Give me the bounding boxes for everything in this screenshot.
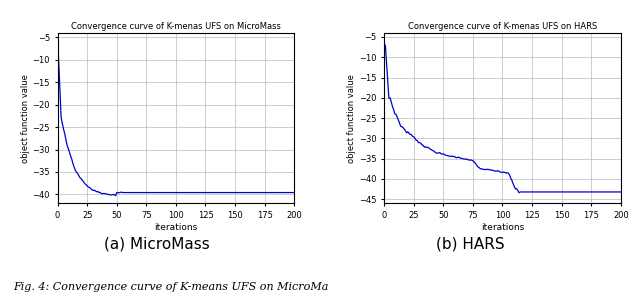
Text: (a) MicroMass: (a) MicroMass	[104, 236, 210, 251]
Text: Fig. 4: Convergence curve of K-means UFS on MicroMa: Fig. 4: Convergence curve of K-means UFS…	[13, 282, 328, 292]
Title: Convergence curve of K-menas UFS on MicroMass: Convergence curve of K-menas UFS on Micr…	[71, 22, 281, 31]
Y-axis label: object function value: object function value	[20, 74, 29, 163]
X-axis label: iterations: iterations	[481, 223, 524, 232]
Title: Convergence curve of K-menas UFS on HARS: Convergence curve of K-menas UFS on HARS	[408, 22, 597, 31]
Y-axis label: object function value: object function value	[347, 74, 356, 163]
Text: (b) HARS: (b) HARS	[436, 236, 505, 251]
X-axis label: iterations: iterations	[154, 223, 198, 232]
